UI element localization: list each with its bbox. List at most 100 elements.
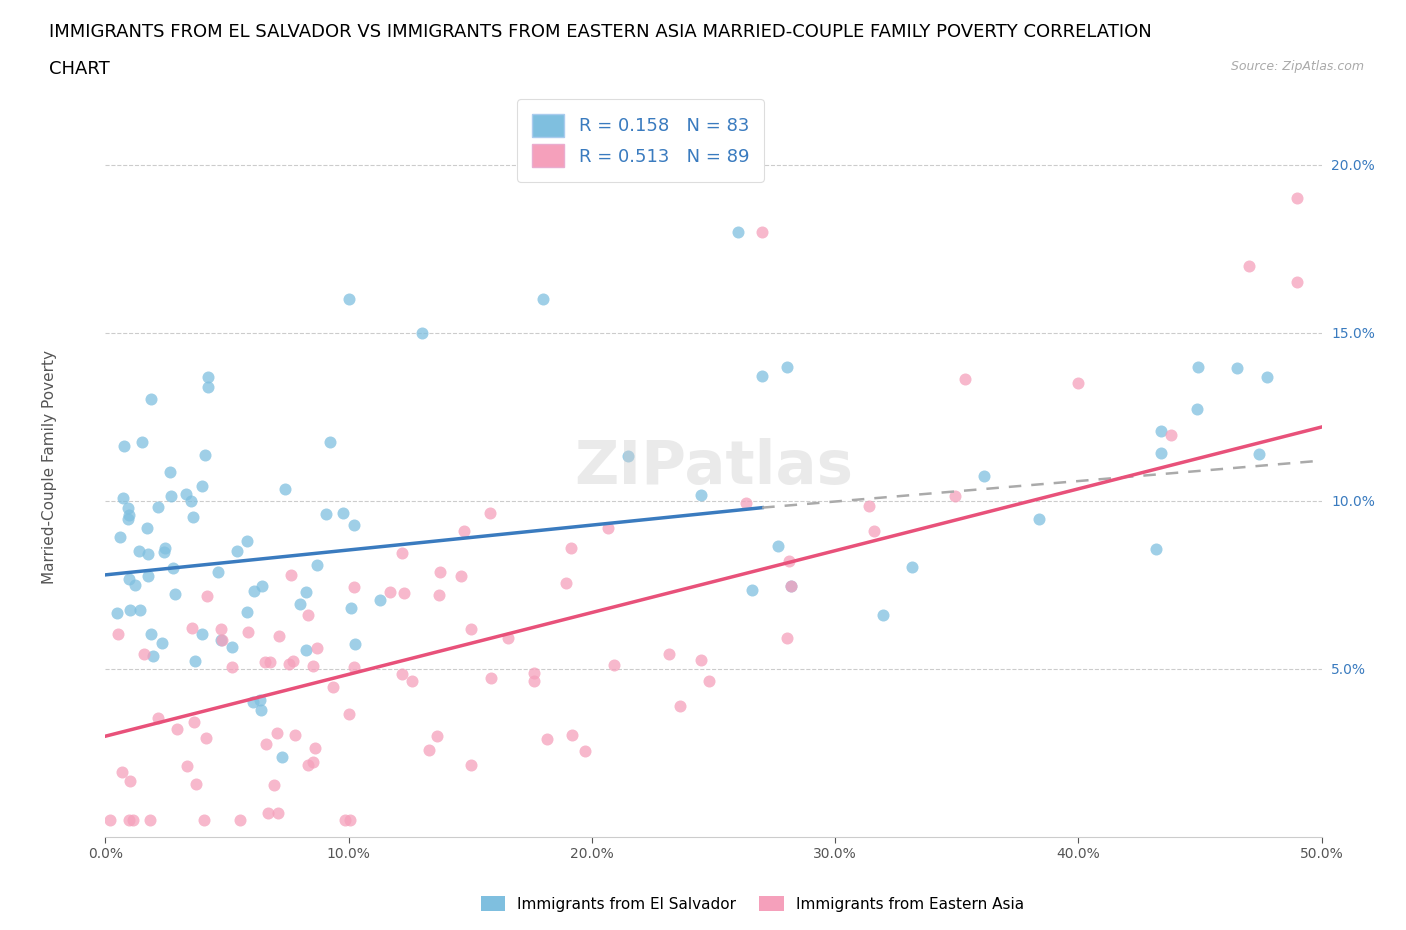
Point (339, 601, 361, 616)
Point (337, 292, 360, 307)
Point (193, 813, 215, 828)
Point (280, 567, 302, 582)
Point (180, 494, 202, 509)
Point (139, 392, 162, 406)
Point (136, 546, 159, 561)
Point (560, 540, 582, 555)
Point (574, 744, 596, 759)
Point (295, 584, 318, 599)
Point (271, 750, 294, 764)
Point (159, 465, 181, 480)
Point (183, 654, 205, 669)
Point (259, 655, 281, 670)
Point (460, 758, 482, 773)
Point (278, 657, 301, 671)
Point (418, 743, 440, 758)
Point (596, 521, 619, 536)
Point (229, 813, 252, 828)
Point (561, 727, 583, 742)
Point (110, 529, 132, 544)
Point (129, 603, 152, 618)
Point (460, 621, 482, 636)
Point (242, 695, 264, 710)
Point (1226, 360, 1249, 375)
Point (254, 737, 277, 751)
Point (174, 486, 197, 501)
Point (554, 576, 576, 591)
Point (195, 589, 218, 604)
Point (427, 587, 450, 602)
Point (190, 627, 212, 642)
Point (166, 722, 188, 737)
Point (243, 583, 266, 598)
Point (953, 372, 976, 387)
Point (735, 495, 758, 510)
Point (153, 540, 176, 555)
Point (1150, 423, 1173, 438)
Text: IMMIGRANTS FROM EL SALVADOR VS IMMIGRANTS FROM EASTERN ASIA MARRIED-COUPLE FAMIL: IMMIGRANTS FROM EL SALVADOR VS IMMIGRANT… (49, 23, 1152, 41)
Point (301, 755, 323, 770)
Point (139, 627, 162, 642)
Point (197, 379, 219, 394)
Point (211, 633, 233, 648)
Point (112, 438, 135, 453)
Point (523, 666, 546, 681)
Point (194, 731, 217, 746)
Point (266, 725, 288, 740)
Point (401, 673, 423, 688)
Point (741, 582, 763, 597)
Point (973, 469, 995, 484)
Point (339, 813, 361, 828)
Point (943, 488, 966, 503)
Point (142, 648, 165, 663)
Point (1286, 191, 1309, 206)
Point (146, 499, 169, 514)
Point (603, 658, 626, 672)
Point (236, 534, 259, 549)
Text: CHART: CHART (49, 60, 110, 78)
Point (284, 727, 307, 742)
Point (132, 646, 155, 661)
Point (332, 506, 354, 521)
Point (122, 813, 145, 828)
Point (344, 637, 367, 652)
Point (322, 680, 344, 695)
Point (333, 813, 356, 828)
Point (221, 660, 243, 675)
Point (207, 565, 229, 579)
Point (236, 604, 259, 619)
Point (250, 702, 273, 717)
Point (668, 698, 690, 713)
Point (337, 707, 360, 722)
Point (136, 568, 159, 583)
Point (252, 578, 274, 593)
Point (197, 369, 219, 384)
Point (751, 369, 773, 384)
Point (184, 777, 207, 791)
Point (107, 626, 129, 641)
Point (136, 521, 159, 536)
Point (1144, 541, 1167, 556)
Point (1160, 428, 1182, 443)
Point (290, 596, 312, 611)
Point (118, 508, 141, 523)
Point (112, 491, 135, 506)
Point (766, 538, 789, 553)
Point (181, 510, 204, 525)
Point (160, 488, 183, 503)
Point (690, 653, 713, 668)
Point (124, 578, 146, 592)
Point (209, 632, 232, 647)
Point (194, 447, 217, 462)
Point (429, 565, 451, 579)
Point (176, 758, 198, 773)
Point (181, 621, 204, 636)
Point (118, 603, 141, 618)
Point (617, 448, 640, 463)
Point (131, 434, 153, 449)
Point (775, 359, 797, 374)
Point (294, 643, 316, 658)
Point (297, 757, 319, 772)
Point (1187, 360, 1209, 375)
Point (779, 578, 801, 593)
